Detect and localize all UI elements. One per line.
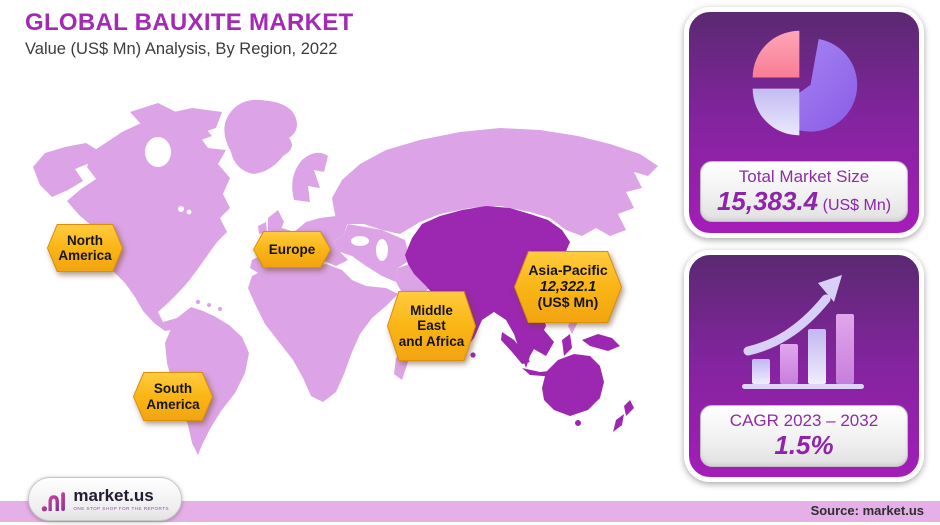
badge-label: Middle: [410, 302, 453, 318]
badge-label: Asia-Pacific: [528, 261, 608, 278]
iceland: [250, 148, 268, 162]
cagr-card: CAGR 2023 – 2032 1.5%: [684, 250, 924, 482]
badge-value: 12,322.1: [539, 278, 597, 295]
region-badge-north-america: North America: [47, 224, 123, 272]
black-sea: [351, 236, 369, 246]
market-size-unit: (US$ Mn): [822, 197, 892, 214]
greenland: [224, 99, 297, 174]
marketus-logo: market.us ONE STOP SHOP FOR THE REPORTS: [28, 477, 182, 521]
arctic-islands: [126, 103, 212, 143]
badge-label: America: [58, 248, 112, 263]
market-size-label: Total Market Size: [738, 167, 870, 186]
inland-seas: [145, 137, 388, 261]
region-badge-south-america: South America: [133, 372, 213, 421]
cagr-info-box: CAGR 2023 – 2032 1.5%: [700, 405, 908, 467]
caspian-sea: [376, 239, 388, 261]
alaska: [33, 143, 99, 197]
logo-name: market.us: [73, 486, 154, 505]
sumatra: [501, 332, 530, 364]
new-guinea: [582, 334, 620, 351]
tasmania: [575, 420, 581, 426]
russia: [332, 128, 658, 236]
source-text: Source: market.us: [810, 503, 924, 518]
page-title: GLOBAL BAUXITE MARKET: [25, 9, 354, 36]
badge-label: East: [417, 318, 446, 334]
borneo: [530, 330, 554, 356]
logo-tagline: ONE STOP SHOP FOR THE REPORTS: [73, 506, 169, 511]
region-badge-middle-east-africa: Middle East and Africa: [387, 291, 476, 361]
market-size-value: 15,383.4: [716, 186, 819, 216]
asia: [405, 206, 570, 368]
cagr-value: 1.5%: [774, 430, 834, 460]
scandinavia: [292, 152, 328, 202]
growth-bars-arrow-icon: [742, 275, 864, 389]
sulawesi: [562, 334, 572, 356]
sri-lanka: [470, 352, 476, 358]
pie-chart-icon: [752, 30, 858, 136]
footer-bar: [0, 501, 940, 522]
market-size-info-box: Total Market Size 15,383.4 (US$ Mn): [700, 161, 908, 222]
africa: [248, 264, 398, 402]
cagr-label: CAGR 2023 – 2032: [729, 411, 879, 430]
badge-label: America: [146, 396, 200, 412]
badge-label: North: [67, 232, 103, 248]
british-isles: [258, 210, 284, 236]
region-badge-asia-pacific: Asia-Pacific 12,322.1 (US$ Mn): [514, 251, 622, 323]
total-market-size-card: Total Market Size 15,383.4 (US$ Mn): [684, 7, 924, 238]
badge-label: and Africa: [398, 333, 465, 349]
marketus-logo-icon: [41, 492, 65, 512]
new-zealand: [613, 400, 634, 432]
hudson-bay: [145, 137, 171, 167]
north-america: [67, 108, 230, 331]
badge-unit: (US$ Mn): [537, 294, 599, 311]
page-subtitle: Value (US$ Mn) Analysis, By Region, 2022: [25, 40, 338, 58]
region-badge-europe: Europe: [253, 231, 331, 268]
badge-label: Europe: [268, 241, 316, 257]
badge-label: South: [153, 381, 193, 397]
australia: [542, 354, 604, 416]
